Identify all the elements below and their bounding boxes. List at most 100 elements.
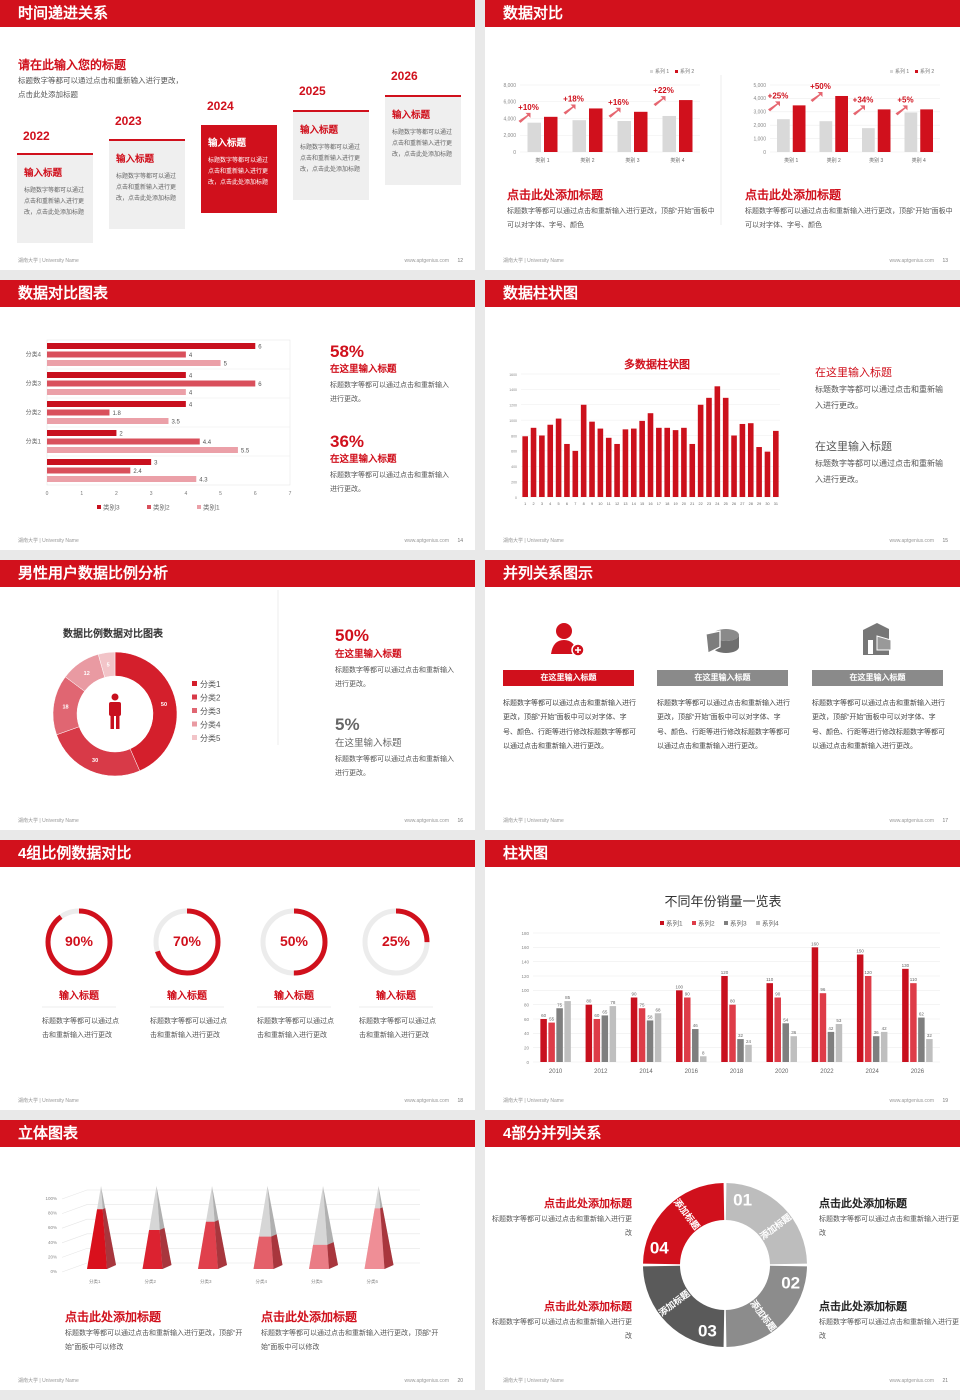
column-text: 标题数字等都可以通过点击和重新输入进行更改，顶部“开始”面板中可以对字体、字号、… bbox=[812, 700, 945, 751]
slide-title: 时间递进关系 bbox=[0, 0, 475, 27]
x-tick-label: 分类4 bbox=[256, 1278, 268, 1285]
footer-website[interactable]: www.aptgenius.com bbox=[889, 1098, 934, 1104]
footer-website[interactable]: www.aptgenius.com bbox=[889, 818, 934, 824]
data-label: 96 bbox=[820, 987, 826, 992]
data-label: 100 bbox=[676, 984, 684, 989]
arrow-icon bbox=[810, 91, 823, 102]
slide-13: 数据对比 湖南大学 | University Name www.aptgenius.… bbox=[485, 0, 960, 270]
footer-website[interactable]: www.aptgenius.com bbox=[889, 1378, 934, 1384]
column-header-button[interactable]: 在这里输入标题 bbox=[812, 670, 943, 686]
footer-website[interactable]: www.aptgenius.com bbox=[889, 258, 934, 264]
legend-swatch bbox=[756, 921, 760, 925]
y-tick-label: 100 bbox=[521, 988, 529, 993]
x-tick-label: 22 bbox=[699, 502, 703, 506]
footer-website[interactable]: www.aptgenius.com bbox=[404, 258, 449, 264]
data-label: 32 bbox=[927, 1033, 933, 1038]
bar bbox=[737, 1039, 744, 1062]
timeline-card[interactable]: 输入标题 标题数字等都可以通过点击和重新输入进行更改，点击此处添加标题 bbox=[385, 97, 461, 185]
footer-website[interactable]: www.aptgenius.com bbox=[404, 538, 449, 544]
data-label: 60 bbox=[541, 1013, 547, 1018]
bar bbox=[47, 447, 238, 453]
bar bbox=[792, 105, 806, 152]
stat-title: 在这里输入标题 bbox=[330, 454, 397, 465]
timeline-card[interactable]: 输入标题 标题数字等都可以通过点击和重新输入进行更改，点击此处添加标题 bbox=[201, 125, 277, 213]
legend-label: 系列 1 bbox=[655, 68, 669, 75]
legend-label: 系列 2 bbox=[680, 68, 694, 75]
bar bbox=[747, 423, 754, 497]
bar bbox=[819, 121, 833, 152]
data-label: 80 bbox=[586, 999, 592, 1004]
bar bbox=[656, 427, 662, 497]
cycle-segment-02 bbox=[725, 1265, 807, 1347]
timeline-card[interactable]: 输入标题 标题数字等都可以通过点击和重新输入进行更改，点击此处添加标题 bbox=[293, 112, 369, 200]
data-label: 55 bbox=[549, 1017, 555, 1022]
pyramid-fill-side bbox=[327, 1242, 338, 1269]
bar bbox=[782, 1023, 789, 1062]
x-tick-label: 0 bbox=[46, 491, 49, 497]
slice-label: 12 bbox=[84, 671, 90, 677]
stat-text: 标题数字等都可以通过点击和重新输入进行更改。 bbox=[335, 667, 454, 688]
legend-label: 类别2 bbox=[153, 503, 170, 512]
footer-university: 湖南大学 | University Name bbox=[18, 1378, 79, 1384]
footer-website[interactable]: www.aptgenius.com bbox=[404, 1098, 449, 1104]
chart-title: 不同年份销量一览表 bbox=[664, 894, 781, 909]
legend-swatch bbox=[192, 708, 197, 713]
block-title: 点击此处添加标题 bbox=[544, 1198, 632, 1210]
y-tick-label: 0 bbox=[515, 496, 517, 500]
data-label: 90 bbox=[632, 992, 638, 997]
slide-21: 4部分并列关系 湖南大学 | University Name www.aptgeni… bbox=[485, 1120, 960, 1390]
bar bbox=[556, 1008, 563, 1062]
data-label: 4 bbox=[189, 391, 193, 397]
footer-website[interactable]: www.aptgenius.com bbox=[404, 818, 449, 824]
x-tick-label: 2022 bbox=[820, 1069, 834, 1075]
stat-title: 在这里输入标题 bbox=[330, 364, 397, 375]
block-text: 标题数字等都可以通过点击和重新输入进行更改，顶部“开始”面板中可以修改 bbox=[65, 1330, 243, 1351]
timeline-line bbox=[385, 95, 461, 97]
cycle-segment-03 bbox=[643, 1265, 725, 1347]
footer-website[interactable]: www.aptgenius.com bbox=[404, 1378, 449, 1384]
bar bbox=[697, 404, 704, 497]
ring-text: 标题数字等都可以通过点击和重新输入进行更改 bbox=[359, 1018, 436, 1039]
footer-university: 湖南大学 | University Name bbox=[18, 818, 79, 824]
y-tick-label: 2,000 bbox=[503, 133, 516, 139]
page-number: 18 bbox=[457, 1098, 463, 1104]
x-tick-label: 类别 4 bbox=[670, 157, 684, 164]
x-tick-label: 2026 bbox=[911, 1069, 925, 1075]
x-tick-label: 11 bbox=[607, 502, 611, 506]
gridline bbox=[61, 1248, 420, 1258]
path bbox=[705, 630, 721, 654]
gridline bbox=[61, 1233, 420, 1244]
column-header-button[interactable]: 在这里输入标题 bbox=[503, 670, 634, 686]
x-tick-label: 19 bbox=[673, 502, 677, 506]
pyramid-fill bbox=[309, 1244, 329, 1269]
legend-swatch bbox=[692, 921, 696, 925]
y-tick-label: 1600 bbox=[509, 373, 517, 377]
comparison-charts: 0 2,000 4,000 6,000 8,000 类别 1 +10% 类别 2 +18% 类别 … bbox=[503, 68, 940, 225]
bar bbox=[564, 443, 570, 497]
path bbox=[876, 635, 892, 651]
y-tick-label: 4,000 bbox=[753, 96, 766, 102]
x-tick-label: 分类3 bbox=[200, 1278, 212, 1285]
item-title: 在这里输入标题 bbox=[815, 367, 892, 379]
column-header-button[interactable]: 在这里输入标题 bbox=[657, 670, 788, 686]
data-label: 5.5 bbox=[241, 449, 250, 455]
timeline-card[interactable]: 输入标题 标题数字等都可以通过点击和重新输入进行更改，点击此处添加标题 bbox=[109, 141, 185, 229]
block-title: 点击此处添加标题 bbox=[819, 1301, 907, 1313]
slide-title: 男性用户数据比例分析 bbox=[0, 560, 475, 587]
x-tick-label: 18 bbox=[665, 502, 669, 506]
y-tick-label: 6,000 bbox=[503, 100, 516, 106]
bar bbox=[647, 413, 654, 497]
data-label: 78 bbox=[610, 1000, 616, 1005]
timeline-card[interactable]: 输入标题 标题数字等都可以通过点击和重新输入进行更改，点击此处添加标题 bbox=[17, 155, 93, 243]
data-label: 75 bbox=[557, 1002, 563, 1007]
card-text: 标题数字等都可以通过点击和重新输入进行更改，点击此处添加标题 bbox=[116, 174, 177, 202]
footer-website[interactable]: www.aptgenius.com bbox=[889, 538, 934, 544]
heading: 请在此输入您的标题 bbox=[18, 58, 127, 72]
legend-swatch bbox=[724, 921, 728, 925]
bar bbox=[548, 1022, 555, 1062]
bar bbox=[47, 401, 186, 407]
ring-text: 标题数字等都可以通过点击和重新输入进行更改 bbox=[42, 1018, 119, 1039]
timeline-line bbox=[109, 139, 185, 141]
column-text: 标题数字等都可以通过点击和重新输入进行更改，顶部“开始”面板中可以对字体、字号、… bbox=[657, 700, 790, 751]
bar bbox=[819, 993, 827, 1062]
